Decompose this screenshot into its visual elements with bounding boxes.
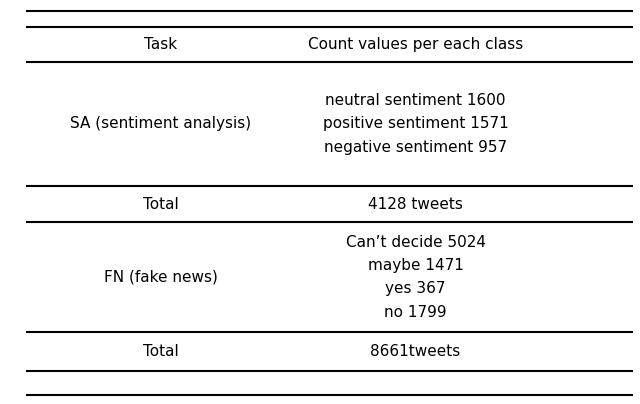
Text: 4128 tweets: 4128 tweets [368,196,463,212]
Text: Total: Total [143,196,179,212]
Text: 8661tweets: 8661tweets [371,344,461,359]
Text: Total: Total [143,344,179,359]
Text: Count values per each class: Count values per each class [308,37,524,52]
Text: Can’t decide 5024
maybe 1471
yes 367
no 1799: Can’t decide 5024 maybe 1471 yes 367 no … [346,235,486,320]
Text: FN (fake news): FN (fake news) [104,270,218,285]
Text: neutral sentiment 1600
positive sentiment 1571
negative sentiment 957: neutral sentiment 1600 positive sentimen… [323,93,508,155]
Text: Task: Task [144,37,177,52]
Text: SA (sentiment analysis): SA (sentiment analysis) [70,116,252,131]
